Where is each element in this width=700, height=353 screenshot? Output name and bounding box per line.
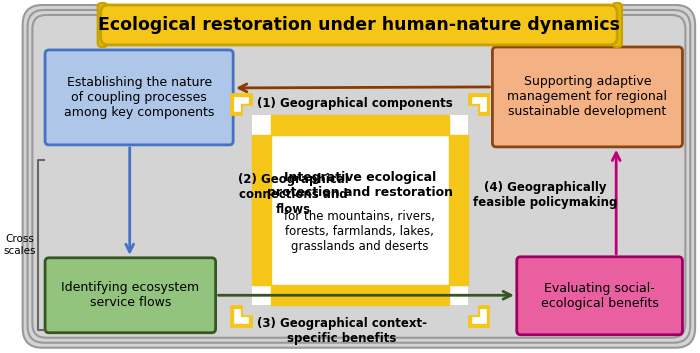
FancyBboxPatch shape: [22, 5, 695, 348]
FancyBboxPatch shape: [98, 3, 107, 47]
FancyBboxPatch shape: [45, 258, 216, 333]
FancyBboxPatch shape: [27, 10, 690, 343]
Polygon shape: [234, 309, 248, 323]
Text: Cross
scales: Cross scales: [4, 234, 36, 256]
Text: (4) Geographically
feasible policymaking: (4) Geographically feasible policymaking: [473, 181, 617, 209]
Polygon shape: [234, 97, 248, 111]
FancyBboxPatch shape: [517, 257, 682, 335]
Bar: [271, 285, 449, 305]
Text: (2) Geographical
connections and
flows: (2) Geographical connections and flows: [238, 173, 349, 216]
FancyBboxPatch shape: [612, 3, 622, 47]
Polygon shape: [230, 305, 252, 327]
Text: Identifying ecosystem
service flows: Identifying ecosystem service flows: [62, 281, 199, 309]
Text: Establishing the nature
of coupling processes
among key components: Establishing the nature of coupling proc…: [64, 76, 214, 119]
Bar: [449, 135, 468, 285]
Text: Ecological restoration under human-nature dynamics: Ecological restoration under human-natur…: [98, 16, 620, 34]
Polygon shape: [468, 93, 489, 115]
Text: (3) Geographical context-
specific benefits: (3) Geographical context- specific benef…: [257, 317, 426, 345]
Text: Supporting adaptive
management for regional
sustainable development: Supporting adaptive management for regio…: [508, 76, 667, 118]
Polygon shape: [472, 97, 486, 111]
Text: for the mountains, rivers,
forests, farmlands, lakes,
grasslands and deserts: for the mountains, rivers, forests, farm…: [284, 210, 435, 253]
Polygon shape: [230, 93, 252, 115]
Polygon shape: [468, 305, 489, 327]
Polygon shape: [472, 309, 486, 323]
Bar: [252, 135, 271, 285]
FancyBboxPatch shape: [45, 50, 233, 145]
Text: Evaluating social-
ecological benefits: Evaluating social- ecological benefits: [540, 282, 659, 310]
FancyBboxPatch shape: [32, 15, 685, 338]
Text: (1) Geographical components: (1) Geographical components: [257, 97, 452, 110]
FancyBboxPatch shape: [252, 115, 468, 305]
FancyBboxPatch shape: [101, 5, 617, 45]
Bar: [271, 115, 449, 135]
FancyBboxPatch shape: [492, 47, 682, 147]
Text: Integrative ecological
protection and restoration: Integrative ecological protection and re…: [267, 171, 453, 199]
